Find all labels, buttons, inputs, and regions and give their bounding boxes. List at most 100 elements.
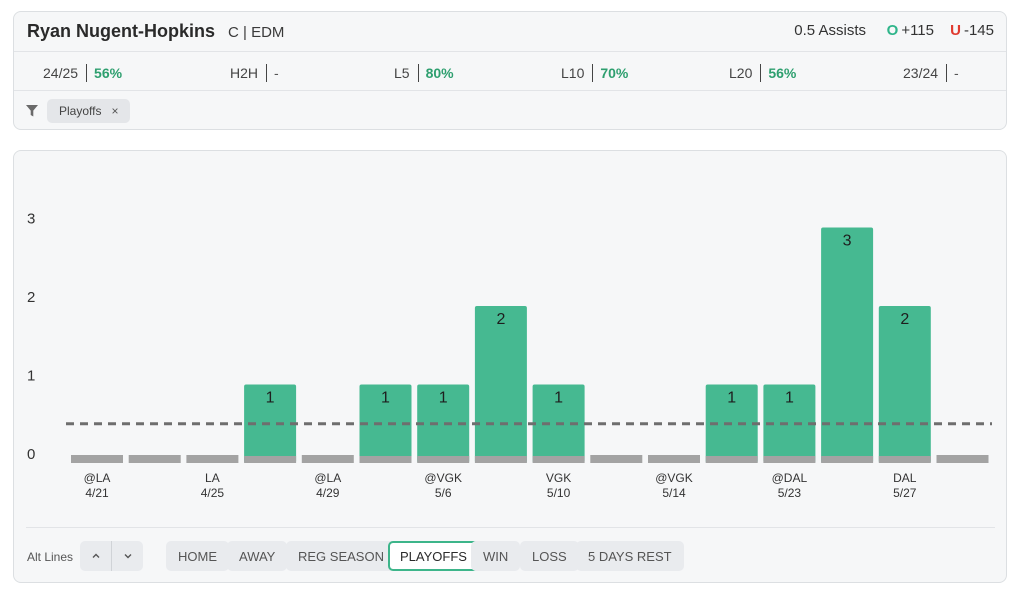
x-tick-opponent: LA: [205, 471, 220, 485]
bar-value-label: 3: [843, 233, 852, 250]
stat-value: 56%: [94, 65, 123, 81]
stat-last-10[interactable]: L10 70%: [561, 64, 628, 82]
filter-button-reg-season[interactable]: REG SEASON: [286, 541, 396, 571]
chevron-down-icon: [124, 554, 131, 559]
bar-miss: [590, 455, 643, 463]
bar-miss: [71, 455, 123, 463]
alt-line-up-button[interactable]: [80, 541, 111, 571]
filter-button-loss[interactable]: LOSS: [520, 541, 579, 571]
bar-miss: [301, 455, 354, 463]
bar-base-cap: [763, 456, 816, 463]
filter-button-5-days-rest[interactable]: 5 DAYS REST: [576, 541, 684, 571]
alt-lines-label: Alt Lines: [27, 550, 74, 564]
bar-value-label: 1: [554, 390, 563, 407]
filter-chip-playoffs[interactable]: Playoffs ×: [47, 99, 131, 123]
x-tick-date: 5/6: [435, 486, 452, 500]
bar-base-cap: [878, 456, 931, 463]
bar-miss: [128, 455, 181, 463]
stat-label: L20: [729, 65, 753, 81]
x-tick-opponent: @VGK: [655, 471, 693, 485]
x-tick-opponent: @VGK: [424, 471, 462, 485]
stat-label: 23/24: [903, 65, 939, 81]
under-odds[interactable]: U -145: [950, 22, 994, 39]
stat-label: L5: [394, 65, 410, 81]
y-tick-label: 0: [27, 446, 35, 463]
over-odds[interactable]: O +115: [887, 22, 934, 39]
filter-button-away[interactable]: AWAY: [227, 541, 288, 571]
bar-value-label: 2: [496, 311, 505, 328]
filter-icon[interactable]: [26, 105, 38, 117]
filter-row: Playoffs ×: [14, 92, 1006, 130]
stat-label: H2H: [230, 65, 259, 81]
bar-value-label: 1: [727, 390, 736, 407]
bar-base-cap: [417, 456, 470, 463]
stat-value: -: [954, 65, 959, 81]
bar-base-cap: [359, 456, 412, 463]
player-info-row: Ryan Nugent-Hopkins C | EDM 0.5 Assists …: [14, 12, 1006, 52]
y-tick-label: 1: [27, 367, 35, 384]
filter-button-home[interactable]: HOME: [166, 541, 229, 571]
under-odds-value: -145: [963, 22, 994, 39]
bar-value-label: 1: [266, 390, 275, 407]
stat-value: -: [274, 65, 279, 81]
bar-base-cap: [244, 456, 297, 463]
bar-value-label: 2: [900, 311, 909, 328]
prop-line: 0.5 Assists: [794, 22, 866, 39]
y-tick-label: 3: [27, 210, 35, 227]
close-icon[interactable]: ×: [111, 104, 119, 118]
filter-button-playoffs[interactable]: PLAYOFFS: [388, 541, 479, 571]
x-tick-opponent: DAL: [893, 471, 917, 485]
stat-label: L10: [561, 65, 585, 81]
x-tick-date: 4/21: [85, 486, 109, 500]
bar-miss: [936, 455, 989, 463]
filter-chip-label: Playoffs: [59, 104, 102, 118]
x-tick-opponent: @DAL: [772, 471, 808, 485]
bar-miss: [186, 455, 239, 463]
stat-season-2425[interactable]: 24/25 56%: [43, 64, 122, 82]
x-tick-opponent: @LA: [84, 471, 111, 485]
y-tick-label: 2: [27, 289, 35, 306]
bar-value-label: 1: [785, 390, 794, 407]
hit-rate-row: 24/25 56% H2H - L5 80% L10 70% L20 56% 23/24-: [14, 52, 1006, 91]
x-tick-opponent: VGK: [546, 471, 571, 485]
alt-lines-stepper: [80, 541, 143, 571]
x-tick-opponent: @LA: [314, 471, 341, 485]
bar-base-cap: [474, 456, 527, 463]
over-icon: O: [886, 22, 899, 39]
bar-hit: [359, 384, 412, 463]
stat-season-2324[interactable]: 23/24-: [903, 64, 959, 82]
bar-base-cap: [821, 456, 874, 463]
stat-value: 80%: [425, 65, 454, 81]
under-icon: U: [950, 22, 961, 39]
bar-hit: [878, 306, 931, 463]
chevron-up-icon: [92, 553, 99, 558]
bar-hit: [763, 384, 816, 463]
x-tick-date: 5/14: [662, 486, 686, 500]
alt-line-down-button[interactable]: [112, 541, 143, 571]
chart-footer: Alt Lines HOME AWAY REG SEASON PLAYOFFS …: [26, 527, 995, 583]
bar-hit: [417, 384, 470, 463]
bar-base-cap: [532, 456, 585, 463]
filter-button-win[interactable]: WIN: [471, 541, 521, 571]
player-header-card: Ryan Nugent-Hopkins C | EDM 0.5 Assists …: [13, 11, 1007, 130]
bar-miss: [648, 455, 700, 463]
x-tick-date: 4/29: [316, 486, 340, 500]
over-odds-value: +115: [901, 22, 934, 39]
player-position-team: C | EDM: [228, 24, 285, 41]
bar-value-label: 1: [381, 390, 390, 407]
stat-last-20[interactable]: L20 56%: [729, 64, 796, 82]
x-tick-date: 5/23: [778, 486, 802, 500]
stat-label: 24/25: [43, 65, 79, 81]
x-tick-date: 4/25: [201, 486, 225, 500]
bar-hit: [821, 227, 874, 463]
x-tick-date: 5/10: [547, 486, 571, 500]
x-tick-date: 5/27: [893, 486, 917, 500]
bar-value-label: 1: [439, 390, 448, 407]
stat-last-5[interactable]: L5 80%: [394, 64, 454, 82]
bar-base-cap: [705, 456, 758, 463]
stat-value: 70%: [600, 65, 629, 81]
bar-hit: [474, 306, 527, 463]
stat-h2h[interactable]: H2H -: [230, 64, 279, 82]
